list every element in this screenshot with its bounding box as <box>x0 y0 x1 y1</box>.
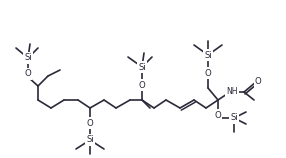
Text: O: O <box>204 69 211 78</box>
Text: NH: NH <box>226 86 238 95</box>
Text: O: O <box>87 118 93 128</box>
Text: O: O <box>214 110 221 119</box>
Text: Si: Si <box>86 136 94 145</box>
Text: O: O <box>25 70 31 79</box>
Text: Si: Si <box>204 51 212 60</box>
Text: Si: Si <box>230 113 238 122</box>
Text: O: O <box>139 80 145 89</box>
Text: Si: Si <box>24 54 32 63</box>
Text: Si: Si <box>138 63 146 72</box>
Text: O: O <box>255 78 261 86</box>
